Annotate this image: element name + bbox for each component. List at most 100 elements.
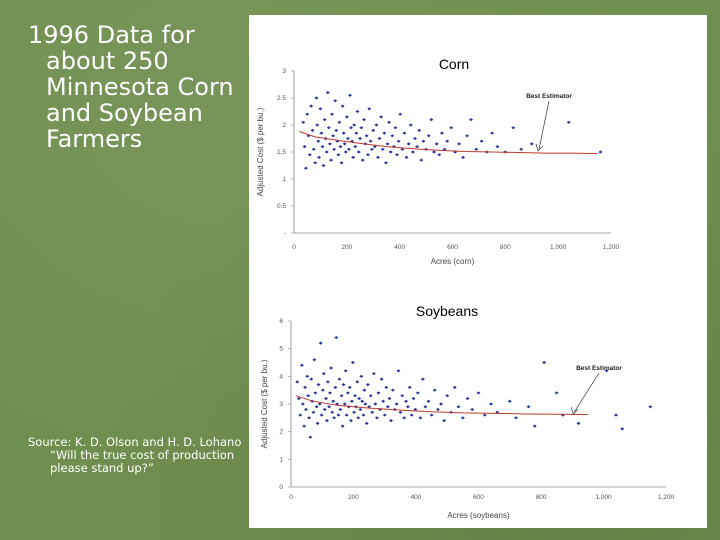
corn-data-point xyxy=(321,163,326,168)
corn-data-point xyxy=(326,126,331,130)
corn-annotation-label: Best Estimator xyxy=(526,93,572,100)
soy-y-tick-label: 4 xyxy=(279,373,283,380)
soy-x-tick-label: 600 xyxy=(473,494,484,501)
corn-data-point xyxy=(333,99,338,103)
corn-points xyxy=(301,91,603,170)
soy-data-point xyxy=(373,402,378,406)
soy-data-point xyxy=(532,424,537,428)
corn-data-point xyxy=(336,153,341,157)
soy-data-point xyxy=(374,416,379,420)
soy-data-point xyxy=(576,421,581,425)
soy-data-point xyxy=(307,416,312,420)
soy-data-point xyxy=(304,407,308,412)
corn-data-point xyxy=(404,155,409,159)
soy-data-point xyxy=(299,363,304,367)
corn-data-point xyxy=(349,126,354,130)
corn-x-axis-label: Acres (corn) xyxy=(431,257,475,266)
soy-data-point xyxy=(312,358,317,362)
corn-chart-title: Corn xyxy=(439,56,469,72)
soy-data-point xyxy=(344,413,349,417)
soy-data-point xyxy=(342,402,347,406)
corn-data-point xyxy=(382,131,387,135)
corn-data-point xyxy=(316,139,321,143)
corn-data-point xyxy=(315,123,320,127)
corn-data-point xyxy=(439,131,444,135)
corn-data-point xyxy=(490,131,495,135)
soy-data-point xyxy=(313,391,318,395)
soy-data-point xyxy=(331,399,336,403)
corn-data-point xyxy=(402,131,407,135)
soy-data-point xyxy=(338,407,343,412)
soy-data-point xyxy=(314,405,319,409)
soy-data-point xyxy=(339,394,344,398)
soy-data-point xyxy=(355,380,360,384)
corn-data-point xyxy=(377,136,382,141)
soy-data-point xyxy=(345,391,350,395)
corn-data-point xyxy=(388,150,393,154)
soy-data-point xyxy=(389,419,393,423)
corn-data-point xyxy=(334,128,339,132)
soy-annotation-label: Best Estimator xyxy=(576,365,622,372)
corn-y-tick-label: 2 xyxy=(282,122,286,129)
corn-x-tick-label: 1,000 xyxy=(550,244,567,251)
corn-x-tick-label: 200 xyxy=(341,244,352,251)
soybean-scatter-chart: Soybeans 0 1 2 3 4 5 6 0 200 400 600 800 1,000 1,200 Ac… xyxy=(260,303,675,520)
soy-data-point xyxy=(482,413,487,417)
corn-data-point xyxy=(412,136,417,141)
corn-data-point xyxy=(519,147,524,151)
soy-data-point xyxy=(387,396,392,401)
corn-data-point xyxy=(371,128,376,132)
soy-data-point xyxy=(316,383,321,387)
corn-data-point xyxy=(348,93,353,97)
corn-y-tick-label: 3 xyxy=(282,68,286,75)
soy-data-point xyxy=(429,413,434,417)
corn-data-point xyxy=(368,139,373,143)
corn-data-point xyxy=(461,155,466,159)
soy-data-point xyxy=(325,380,330,384)
corn-data-point xyxy=(309,104,314,108)
soy-y-tick-label: 0 xyxy=(279,484,283,491)
soy-data-point xyxy=(352,410,357,414)
soy-y-tick-label: 5 xyxy=(279,346,283,353)
corn-data-point xyxy=(322,118,327,122)
corn-data-point xyxy=(318,107,323,111)
corn-data-point xyxy=(358,136,363,141)
corn-data-point xyxy=(337,120,342,124)
corn-data-point xyxy=(408,123,413,127)
soy-data-point xyxy=(347,385,352,389)
corn-data-point xyxy=(369,147,374,151)
soy-data-point xyxy=(349,419,353,423)
soy-data-point xyxy=(418,416,423,420)
corn-chart-panel: Corn - 0.5 1 1.5 2 2.5 3 0 200 400 600 800 1,000 1,200… xyxy=(249,15,707,273)
soy-data-point xyxy=(554,391,559,395)
soy-points xyxy=(295,336,653,439)
corn-data-point xyxy=(324,150,329,154)
corn-data-point xyxy=(474,147,479,151)
corn-data-point xyxy=(421,139,426,143)
corn-best-estimator-line xyxy=(299,131,598,155)
corn-data-point xyxy=(495,145,500,149)
soy-data-point xyxy=(404,399,408,403)
soy-data-point xyxy=(328,391,333,395)
soy-data-point xyxy=(398,410,403,414)
soy-data-point xyxy=(333,385,338,389)
soy-data-point xyxy=(311,410,316,414)
corn-data-point xyxy=(319,131,324,135)
soy-data-point xyxy=(415,391,420,395)
corn-data-point xyxy=(385,142,390,146)
corn-y-tick-label: 1 xyxy=(282,176,286,183)
soy-data-point xyxy=(324,419,329,423)
corn-data-point xyxy=(341,131,346,135)
corn-data-point xyxy=(346,147,351,151)
soy-data-point xyxy=(308,435,313,439)
corn-y-tick-label: 0.5 xyxy=(277,203,286,210)
corn-x-tick-label: 0 xyxy=(292,244,296,251)
corn-data-point xyxy=(393,126,398,130)
corn-x-tick-label: 1,200 xyxy=(603,244,620,251)
soy-data-point xyxy=(332,416,337,420)
corn-data-point xyxy=(306,134,311,138)
corn-data-point xyxy=(320,145,325,149)
soy-data-point xyxy=(382,413,387,417)
corn-data-point xyxy=(345,136,350,141)
soy-data-point xyxy=(319,413,324,417)
